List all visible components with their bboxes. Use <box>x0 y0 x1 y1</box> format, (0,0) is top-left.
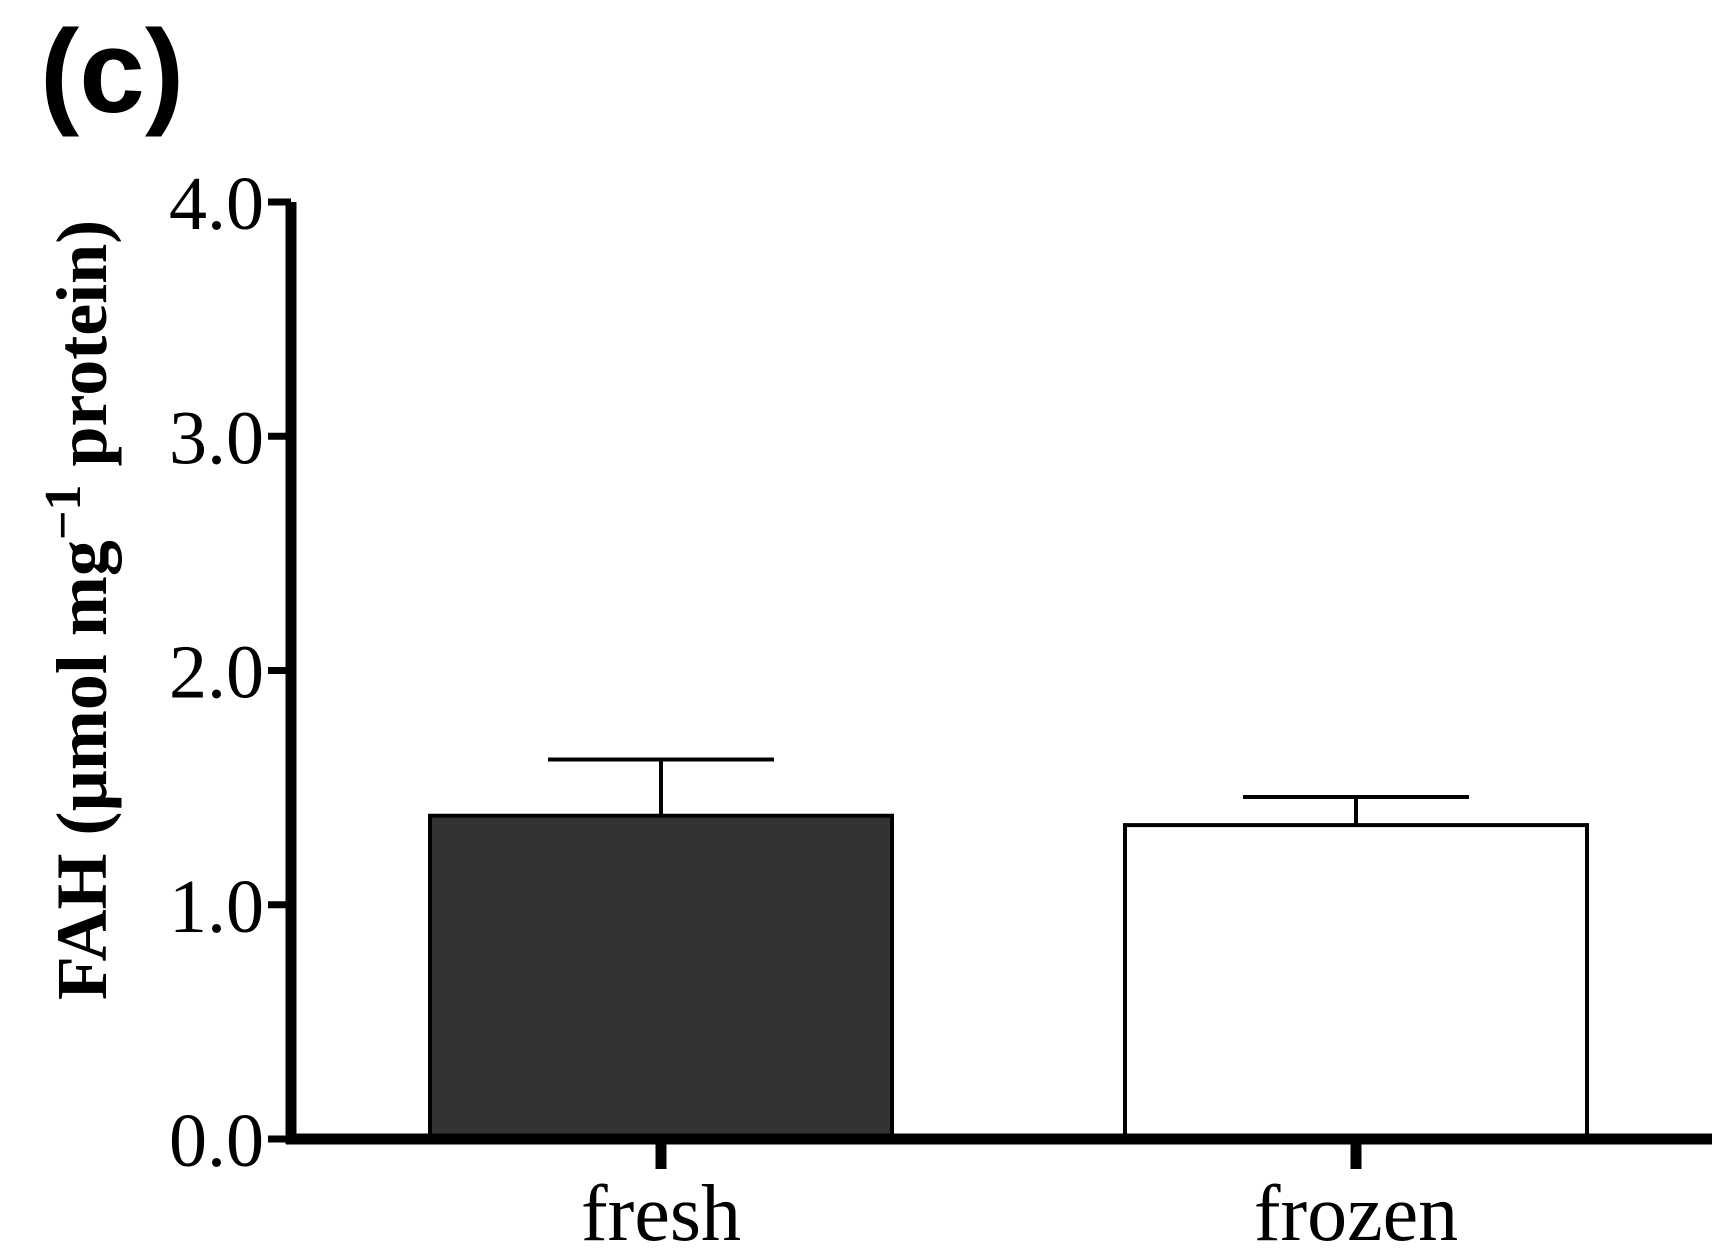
axes: fresh frozen <box>285 202 1712 1249</box>
y-axis-title: FAH (µmol mg−1 protein) <box>35 220 122 1000</box>
category-label-fresh: fresh <box>581 1170 741 1249</box>
bar-frozen <box>1123 823 1589 1141</box>
bar-fresh <box>428 813 894 1141</box>
category-label-frozen: frozen <box>1254 1170 1458 1249</box>
y-axis-title-tail: protein) <box>42 220 122 485</box>
y-tick-label-3.0: 3.0 <box>169 396 264 480</box>
y-tick-label-0.0: 0.0 <box>169 1099 264 1183</box>
y-tick-label-1.0: 1.0 <box>169 865 264 949</box>
y-axis-title-superscript: −1 <box>35 484 92 540</box>
bars <box>428 757 1589 1141</box>
panel-label: (c) <box>40 6 184 138</box>
y-tick-label-2.0: 2.0 <box>169 631 264 715</box>
y-axis-title-main: FAH (µmol mg <box>42 540 122 1000</box>
y-axis-ticks: 0.0 1.0 2.0 3.0 4.0 <box>169 162 291 1183</box>
y-tick-label-4.0: 4.0 <box>169 162 264 246</box>
